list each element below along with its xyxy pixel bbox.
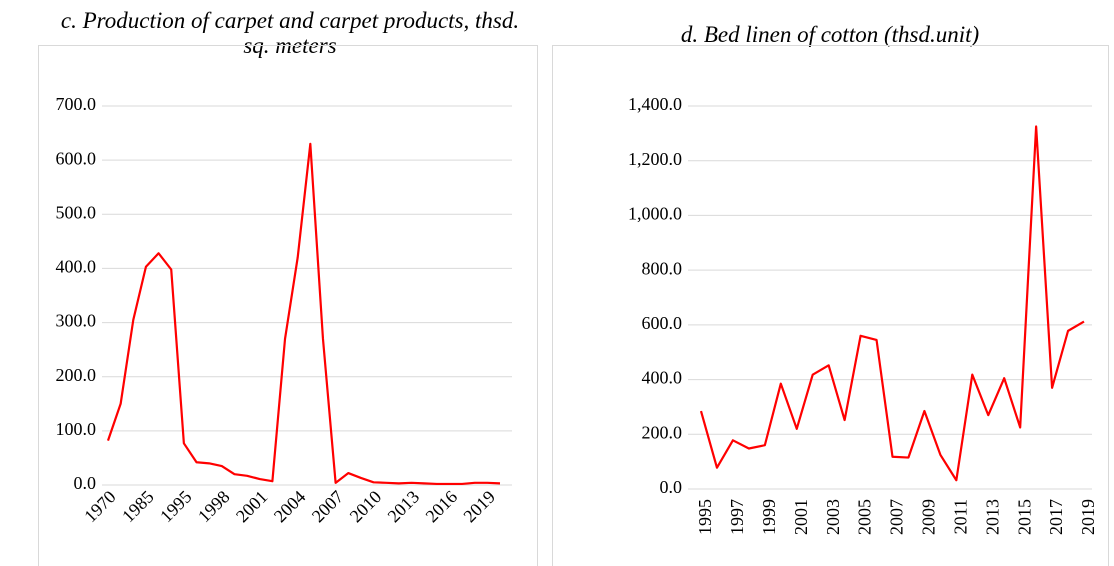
x-tick-label: 1999	[759, 499, 779, 535]
x-tick-label: 2009	[919, 499, 939, 535]
y-tick-label: 400.0	[56, 257, 97, 277]
x-tick-label: 2001	[232, 487, 272, 527]
y-tick-label: 400.0	[642, 368, 683, 388]
x-tick-label: 2019	[1078, 499, 1098, 535]
x-tick-label: 2004	[270, 487, 310, 527]
y-tick-label: 0.0	[660, 477, 683, 497]
x-tick-label: 2017	[1046, 499, 1066, 535]
x-tick-label: 2003	[823, 499, 843, 535]
x-tick-label: 2005	[855, 499, 875, 535]
x-tick-label: 1995	[156, 487, 196, 527]
chart-frame	[552, 45, 1109, 566]
y-tick-label: 700.0	[56, 94, 97, 114]
x-tick-label: 2015	[1014, 499, 1034, 535]
data-line	[106, 142, 501, 486]
y-tick-label: 800.0	[642, 258, 683, 278]
x-tick-label: 2016	[422, 487, 462, 527]
x-tick-label: 2007	[887, 499, 907, 535]
x-tick-label: 2019	[460, 487, 500, 527]
y-tick-label: 100.0	[56, 419, 97, 439]
x-tick-label: 2011	[950, 499, 970, 534]
x-tick-label: 2007	[308, 487, 348, 527]
x-tick-label: 1985	[118, 487, 158, 527]
x-tick-label: 1995	[695, 499, 715, 535]
y-tick-label: 200.0	[56, 365, 97, 385]
y-tick-label: 200.0	[642, 422, 683, 442]
y-tick-label: 600.0	[56, 148, 97, 168]
y-tick-label: 500.0	[56, 202, 97, 222]
x-tick-label: 2013	[982, 499, 1002, 535]
x-tick-label: 2013	[384, 487, 424, 527]
x-tick-label: 2010	[346, 487, 386, 527]
y-tick-label: 1,400.0	[628, 94, 682, 114]
data-line	[699, 125, 1085, 482]
y-tick-label: 0.0	[74, 473, 97, 493]
chart-frame	[38, 45, 538, 566]
x-tick-label: 1997	[727, 499, 747, 535]
y-tick-label: 600.0	[642, 313, 683, 333]
y-tick-label: 300.0	[56, 311, 97, 331]
x-tick-label: 1998	[194, 487, 234, 527]
chart-title: d. Bed linen of cotton (thsd.unit)	[680, 22, 980, 47]
y-tick-label: 1,200.0	[628, 149, 682, 169]
x-tick-label: 2001	[791, 499, 811, 535]
y-tick-label: 1,000.0	[628, 204, 682, 224]
